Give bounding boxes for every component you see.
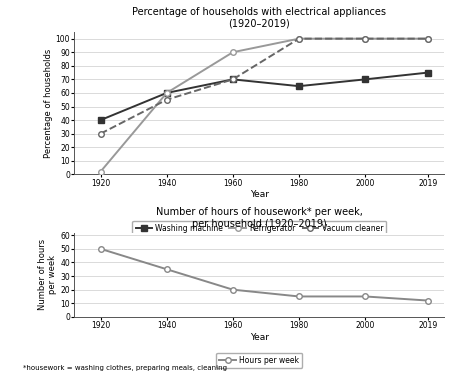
- Text: *housework = washing clothes, preparing meals, cleaning: *housework = washing clothes, preparing …: [23, 365, 227, 371]
- Y-axis label: Number of hours
per week: Number of hours per week: [38, 239, 57, 310]
- Title: Number of hours of housework* per week,
per household (1920–2019): Number of hours of housework* per week, …: [156, 207, 363, 229]
- X-axis label: Year: Year: [250, 333, 269, 342]
- Y-axis label: Percentage of households: Percentage of households: [44, 48, 53, 158]
- Title: Percentage of households with electrical appliances
(1920–2019): Percentage of households with electrical…: [132, 7, 386, 28]
- X-axis label: Year: Year: [250, 190, 269, 200]
- Legend: Hours per week: Hours per week: [216, 353, 302, 368]
- Legend: Washing machine, Refrigerator, Vacuum cleaner: Washing machine, Refrigerator, Vacuum cl…: [132, 221, 386, 236]
